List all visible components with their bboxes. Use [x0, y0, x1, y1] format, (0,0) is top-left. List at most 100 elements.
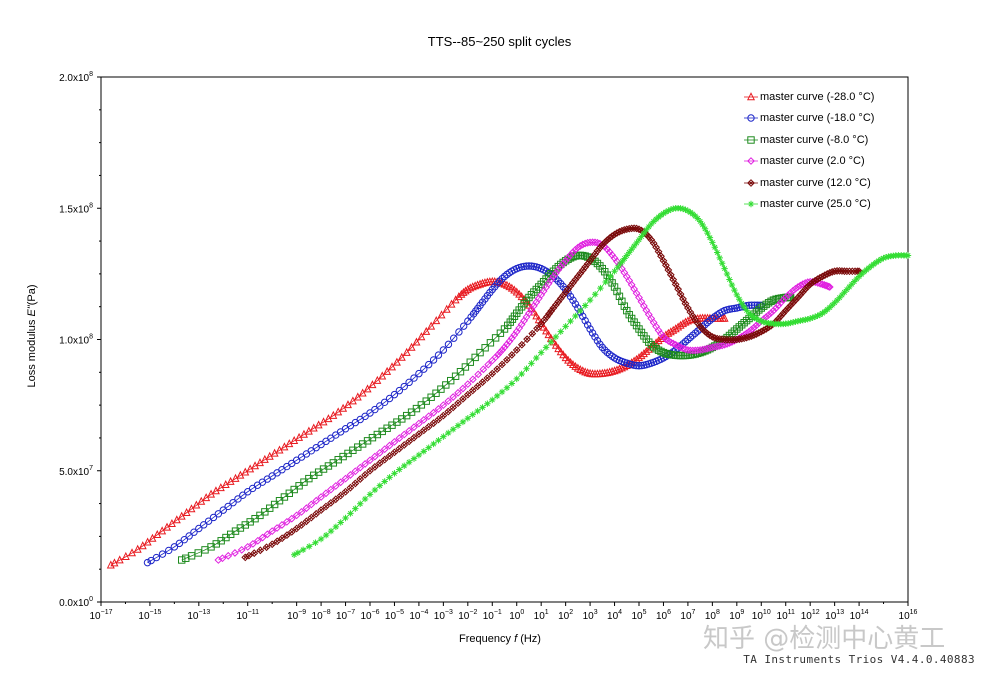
x-tick-label-base: 10: [236, 611, 248, 622]
data-point: [686, 308, 695, 317]
marker-outline: [503, 355, 511, 364]
marker-cross: [668, 272, 673, 277]
marker-outline: [473, 382, 482, 391]
marker-outline: [478, 378, 487, 387]
data-point: [804, 315, 811, 323]
x-tick-label: 103: [583, 609, 598, 622]
marker-outline: [302, 517, 311, 526]
marker-outline: [434, 415, 443, 424]
data-point: [676, 343, 685, 352]
data-point: [532, 285, 540, 294]
marker-cross: [813, 278, 818, 283]
data-point: [378, 371, 387, 380]
marker-cross: [651, 241, 656, 246]
data-point: [400, 430, 409, 439]
data-point: [346, 483, 355, 492]
data-point: [380, 455, 389, 464]
data-point: [601, 346, 609, 354]
data-point: [648, 220, 655, 228]
legend-item: master curve (25.0 °C): [744, 194, 874, 216]
marker-outline: [528, 329, 537, 338]
data-point: [336, 491, 345, 500]
marker-cross: [681, 296, 685, 301]
software-version-footer: TA Instruments Trios V4.4.0.40883: [743, 653, 975, 666]
data-point: [683, 316, 692, 325]
data-point: [397, 352, 406, 361]
marker-cross: [387, 454, 392, 458]
marker-outline: [600, 238, 609, 247]
data-point: [380, 398, 389, 406]
marker-outline: [459, 394, 467, 403]
x-tick-label: 1010: [752, 609, 771, 622]
marker-cross: [289, 529, 294, 534]
marker-outline: [840, 267, 849, 276]
data-point: [466, 358, 474, 366]
data-point: [684, 335, 692, 344]
data-point: [500, 272, 509, 281]
data-point: [370, 452, 379, 461]
x-tick-label: 10−2: [458, 609, 477, 622]
marker-outline: [796, 290, 805, 299]
x-tick-label: 10−17: [90, 609, 113, 622]
x-axis-label: Frequency f (Hz): [400, 633, 600, 645]
marker-cross: [436, 417, 441, 422]
marker-cross: [495, 367, 500, 372]
data-point: [689, 331, 697, 339]
data-point: [444, 397, 453, 406]
data-point: [528, 329, 537, 338]
data-point: [638, 233, 645, 240]
data-point: [591, 238, 599, 247]
data-point: [424, 360, 433, 369]
data-point: [769, 306, 778, 315]
marker-outline: [554, 297, 563, 306]
marker-outline: [566, 282, 575, 290]
data-point: [447, 299, 456, 308]
data-point: [802, 316, 809, 323]
marker-outline: [661, 261, 670, 270]
data-point: [709, 239, 716, 246]
marker-outline: [351, 479, 360, 488]
data-point: [789, 286, 797, 295]
data-point: [449, 403, 458, 412]
data-point: [496, 329, 505, 337]
data-point: [738, 321, 746, 329]
x-tick-label-base: 10: [534, 611, 546, 622]
data-point: [337, 519, 344, 526]
x-tick-label: 10−8: [312, 609, 331, 622]
data-point: [440, 433, 447, 440]
data-point: [327, 527, 335, 535]
x-axis-label-text: Frequency: [459, 633, 511, 645]
data-point: [882, 254, 890, 261]
data-point: [479, 365, 488, 374]
marker-cross: [358, 477, 363, 482]
data-point: [755, 306, 763, 314]
legend-marker-icon: [744, 201, 758, 208]
data-point: [486, 339, 495, 347]
marker-cross: [685, 306, 690, 310]
marker-outline: [571, 275, 580, 284]
data-point: [239, 491, 247, 499]
marker-outline: [533, 324, 541, 333]
data-point: [463, 390, 472, 399]
data-point: [539, 322, 548, 331]
marker-cross: [465, 392, 470, 397]
x-tick-label-base: 10: [825, 611, 837, 622]
data-point: [390, 390, 399, 399]
x-tick-label: 10−1: [483, 609, 502, 622]
data-point: [503, 384, 511, 391]
data-point: [405, 378, 413, 387]
x-tick-label-exponent: 16: [910, 609, 918, 616]
data-point: [711, 244, 719, 251]
marker-outline: [632, 224, 641, 233]
marker-outline: [241, 553, 250, 562]
legend-label: master curve (25.0 °C): [760, 198, 871, 211]
data-point: [728, 305, 736, 313]
marker-cross: [368, 468, 372, 473]
data-point: [735, 323, 743, 331]
data-point: [422, 397, 430, 405]
data-point: [224, 551, 233, 560]
data-point: [434, 351, 443, 359]
data-point: [391, 470, 398, 477]
data-point: [567, 317, 574, 325]
